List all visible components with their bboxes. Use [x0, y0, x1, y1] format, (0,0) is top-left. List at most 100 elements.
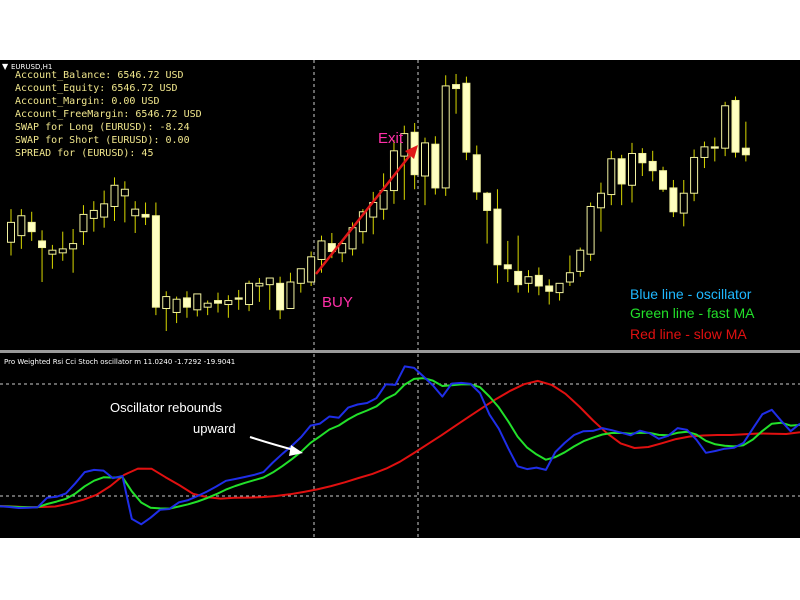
candle-body — [421, 142, 429, 177]
candle-body — [679, 192, 688, 214]
candle — [203, 300, 212, 316]
candle — [638, 148, 647, 176]
candle — [545, 279, 554, 305]
candle — [27, 211, 36, 241]
candle-body — [286, 281, 295, 309]
candle — [441, 75, 450, 196]
candle-body — [120, 188, 129, 197]
fast-ma-line — [0, 377, 800, 510]
candle — [503, 240, 512, 282]
candle — [151, 202, 160, 316]
candle — [534, 267, 543, 296]
candle — [659, 166, 668, 192]
candle-body — [141, 213, 150, 218]
legend-blue: Blue line - oscillator — [630, 286, 752, 302]
candle-body — [162, 296, 171, 309]
trading-chart: ▼ EURUSD,H1 Account_Balance: 6546.72 USD… — [0, 60, 800, 538]
candle — [472, 145, 481, 200]
candle — [100, 190, 109, 228]
chart-window: ▼ EURUSD,H1 Account_Balance: 6546.72 USD… — [0, 60, 800, 538]
candle — [120, 181, 129, 223]
candle — [679, 179, 688, 227]
candle-body — [203, 302, 212, 308]
candle-body — [265, 277, 274, 286]
candle-body — [307, 256, 316, 283]
candle-body — [7, 221, 15, 243]
legend-green: Green line - fast MA — [630, 305, 755, 321]
candle — [617, 154, 626, 206]
candle — [514, 235, 523, 293]
candle-body — [431, 143, 440, 189]
oscillator-line — [0, 365, 800, 526]
account-info-line: Account_Equity: 6546.72 USD — [15, 83, 178, 94]
candle — [452, 73, 461, 114]
candle-body — [358, 211, 367, 233]
candle — [576, 247, 585, 277]
candle-body — [131, 208, 140, 217]
candle-body — [79, 213, 88, 233]
candle-body — [193, 293, 202, 311]
candle-body — [172, 298, 181, 313]
candle-body — [38, 240, 47, 249]
candle — [162, 291, 171, 332]
candle-body — [534, 274, 543, 287]
candle-body — [224, 300, 233, 306]
candle-body — [100, 203, 109, 218]
candle-body — [555, 282, 564, 294]
candle — [462, 76, 471, 161]
candle — [48, 244, 57, 269]
indicator-title: Pro Weighted Rsi Cci Stoch oscillator m … — [4, 358, 235, 366]
candle — [38, 230, 47, 282]
candle-body — [700, 146, 709, 158]
account-info-panel: Account_Balance: 6546.72 USD Account_Equ… — [15, 70, 202, 159]
candle-body — [441, 85, 450, 189]
candle-body — [524, 276, 533, 284]
candle-body — [182, 297, 191, 308]
candle-body — [731, 99, 740, 153]
candle-body — [576, 249, 585, 272]
candle-body — [669, 187, 678, 213]
candle — [234, 289, 243, 310]
candle — [524, 270, 533, 293]
candle-body — [151, 215, 160, 308]
candle — [110, 177, 119, 222]
candle-body — [617, 158, 626, 185]
candle-body — [545, 285, 554, 292]
candle — [245, 280, 254, 312]
account-info-line: Account_FreeMargin: 6546.72 USD — [15, 109, 202, 120]
candle — [669, 179, 678, 218]
candle — [69, 229, 78, 273]
candle-body — [245, 282, 254, 306]
candle-body — [27, 221, 36, 233]
candle-body — [234, 297, 243, 300]
candle — [79, 205, 88, 245]
candle — [182, 291, 191, 318]
candle-body — [638, 152, 647, 164]
candle-body — [503, 264, 512, 270]
candle-body — [514, 270, 523, 286]
legend-red: Red line - slow MA — [630, 326, 747, 342]
account-info-line: SWAP for Short (EURUSD): 0.00 — [15, 135, 190, 146]
candle-body — [110, 184, 119, 207]
account-info-line: Account_Balance: 6546.72 USD — [15, 70, 184, 81]
trade-arrow-head — [405, 145, 418, 159]
candle — [172, 296, 181, 324]
candle-body — [721, 105, 730, 149]
candle-body — [89, 209, 98, 219]
candle — [628, 142, 636, 203]
candle — [131, 201, 140, 233]
candle-body — [317, 240, 326, 260]
candle — [721, 101, 730, 157]
oscillator-series — [0, 365, 800, 526]
candle — [700, 141, 709, 169]
pane-separator[interactable] — [0, 350, 800, 353]
candle — [565, 255, 574, 286]
candle — [58, 231, 67, 261]
symbol-dropdown-icon[interactable]: ▼ — [2, 62, 9, 71]
candle-body — [565, 272, 574, 283]
candle — [731, 96, 740, 158]
candle — [255, 278, 264, 302]
candle — [296, 268, 305, 293]
trade-arrow — [315, 153, 412, 275]
candle — [338, 240, 347, 263]
